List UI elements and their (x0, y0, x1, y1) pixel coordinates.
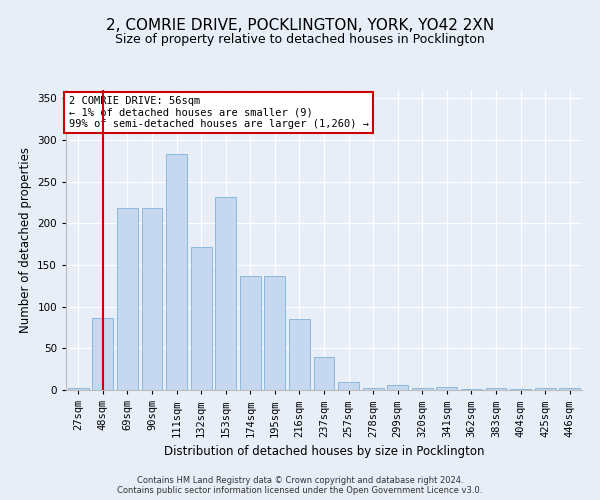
Y-axis label: Number of detached properties: Number of detached properties (19, 147, 32, 333)
Text: Contains public sector information licensed under the Open Government Licence v3: Contains public sector information licen… (118, 486, 482, 495)
Bar (485, 388, 506, 390)
Bar (166, 154, 187, 390)
Bar (412, 388, 433, 390)
X-axis label: Distribution of detached houses by size in Pocklington: Distribution of detached houses by size … (164, 445, 484, 458)
Bar (240, 276, 261, 390)
Text: 2, COMRIE DRIVE, POCKLINGTON, YORK, YO42 2XN: 2, COMRIE DRIVE, POCKLINGTON, YORK, YO42… (106, 18, 494, 32)
Text: 2 COMRIE DRIVE: 56sqm
← 1% of detached houses are smaller (9)
99% of semi-detach: 2 COMRIE DRIVE: 56sqm ← 1% of detached h… (68, 96, 368, 129)
Bar (461, 389, 482, 390)
Bar (265, 276, 286, 390)
Text: Size of property relative to detached houses in Pocklington: Size of property relative to detached ho… (115, 32, 485, 46)
Bar (510, 389, 531, 390)
Bar (338, 382, 359, 390)
Bar (68, 388, 89, 390)
Bar (314, 356, 334, 390)
Bar (559, 388, 580, 390)
Bar (535, 388, 556, 390)
Bar (117, 208, 138, 390)
Bar (436, 386, 457, 390)
Bar (387, 385, 408, 390)
Bar (362, 388, 383, 390)
Bar (92, 318, 113, 390)
Bar (191, 246, 212, 390)
Bar (289, 319, 310, 390)
Bar (142, 208, 163, 390)
Bar (215, 196, 236, 390)
Text: Contains HM Land Registry data © Crown copyright and database right 2024.: Contains HM Land Registry data © Crown c… (137, 476, 463, 485)
